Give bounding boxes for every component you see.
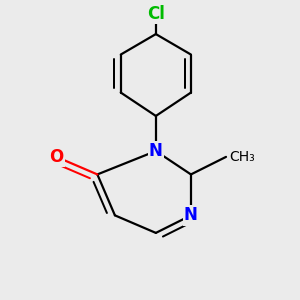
Text: N: N	[149, 142, 163, 160]
Text: Cl: Cl	[147, 4, 165, 22]
Text: N: N	[184, 206, 198, 224]
Text: O: O	[49, 148, 64, 166]
Text: CH₃: CH₃	[229, 150, 255, 164]
